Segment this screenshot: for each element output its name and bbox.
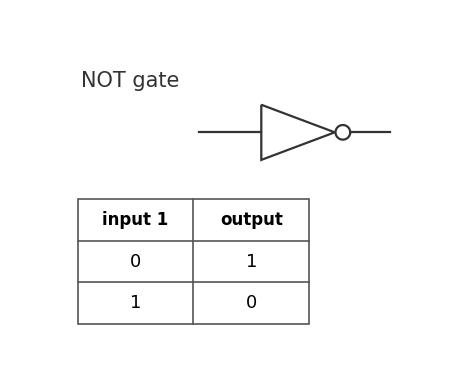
- Text: input 1: input 1: [102, 211, 169, 229]
- Text: NOT gate: NOT gate: [82, 71, 180, 91]
- Text: 1: 1: [130, 294, 141, 312]
- Text: output: output: [220, 211, 283, 229]
- Text: 0: 0: [246, 294, 257, 312]
- FancyBboxPatch shape: [78, 199, 309, 324]
- Text: 0: 0: [130, 253, 141, 271]
- Text: 1: 1: [246, 253, 257, 271]
